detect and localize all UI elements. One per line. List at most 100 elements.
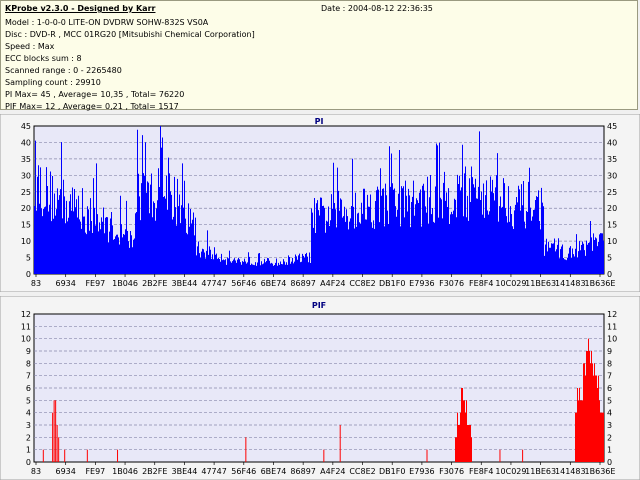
pif-ytick-right: 6: [607, 384, 612, 393]
pif-ytick-right: 12: [607, 310, 617, 319]
pif-chart: PIF 0 0 1 1 2 2 3 3 4 4 5 5 6 6 7 7 8 8 9 9 10 10 11 11 12 12 83 693…: [0, 296, 640, 480]
pif-stats-line: PIF Max= 12 , Average= 0,21 , Total= 151…: [5, 102, 179, 111]
pi-ytick-right: 5: [607, 254, 612, 263]
pi-xtick-label: 1B046: [112, 279, 138, 288]
pi-xtick-label: CC8E2: [349, 279, 375, 288]
pif-ytick-left: 6: [26, 384, 31, 393]
pi-xtick-label: 3BE44: [172, 279, 198, 288]
pif-ytick-left: 8: [26, 359, 31, 368]
pif-xtick-label: 3BE44: [172, 467, 198, 476]
pi-xtick-label: 6BE74: [261, 279, 287, 288]
pif-xtick-label: 56F46: [231, 467, 256, 476]
pif-ytick-right: 1: [607, 446, 612, 455]
pif-xtick-label: A4F24: [320, 467, 345, 476]
pif-xtick-label: 47747: [201, 467, 226, 476]
speed-line: Speed : Max: [5, 42, 55, 51]
pi-ytick-left: 0: [26, 270, 31, 279]
pif-ytick-left: 10: [21, 335, 31, 344]
pif-xtick-label: 1B636E: [585, 467, 616, 476]
pi-xtick-label: 83: [31, 279, 41, 288]
scanned-range-line: Scanned range : 0 - 2265480: [5, 66, 122, 75]
pi-ytick-left: 25: [21, 188, 31, 197]
pi-ytick-left: 20: [21, 204, 31, 213]
pif-title: PIF: [312, 301, 326, 310]
pi-xtick-label: FE8F4: [469, 279, 493, 288]
pi-ytick-left: 10: [21, 237, 31, 246]
pif-xtick-label: CC8E2: [349, 467, 375, 476]
ecc-blocks-line: ECC blocks sum : 8: [5, 54, 82, 63]
pi-xtick-label: A4F24: [320, 279, 345, 288]
sampling-count-line: Sampling count : 29910: [5, 78, 101, 87]
model-line: Model : 1-0-0-0 LITE-ON DVDRW SOHW-832S …: [5, 18, 209, 27]
pi-xtick-label: 141483: [555, 279, 586, 288]
pif-ytick-left: 2: [26, 433, 31, 442]
pi-ytick-right: 0: [607, 270, 612, 279]
pi-ytick-right: 10: [607, 237, 617, 246]
pi-xtick-label: 2B2FE: [142, 279, 167, 288]
pi-xtick-label: 86897: [290, 279, 315, 288]
pi-ytick-right: 25: [607, 188, 617, 197]
pi-svg: PI 0 0 5 5 10 10 15 15 20 20 25 25 30 30 35 35 40 40 45 45 83…: [0, 114, 640, 292]
pif-ytick-left: 11: [21, 322, 31, 331]
pif-xtick-label: E7936: [409, 467, 434, 476]
pif-ytick-right: 11: [607, 322, 617, 331]
pif-ytick-right: 0: [607, 458, 612, 467]
pi-ytick-left: 5: [26, 254, 31, 263]
pi-xtick-label: 1B636E: [585, 279, 616, 288]
pi-xtick-label: F3076: [439, 279, 464, 288]
pi-ytick-left: 35: [21, 155, 31, 164]
pif-xtick-label: 10C029: [495, 467, 526, 476]
pif-ytick-left: 9: [26, 347, 31, 356]
pif-xtick-label: 6934: [56, 467, 76, 476]
pi-xtick-label: DB1F0: [379, 279, 405, 288]
pif-ytick-right: 4: [607, 409, 612, 418]
pif-xtick-label: F3076: [439, 467, 464, 476]
pif-xtick-label: 2B2FE: [142, 467, 167, 476]
pif-xtick-label: 6BE74: [261, 467, 287, 476]
pif-ytick-right: 7: [607, 372, 612, 381]
pi-ytick-right: 40: [607, 138, 617, 147]
pif-ytick-right: 8: [607, 359, 612, 368]
pif-xtick-label: 11BE63: [525, 467, 556, 476]
pi-xtick-label: 10C029: [495, 279, 526, 288]
pi-xtick-label: 56F46: [231, 279, 256, 288]
pif-ytick-right: 9: [607, 347, 612, 356]
pi-xtick-label: 6934: [56, 279, 76, 288]
pif-ytick-left: 0: [26, 458, 31, 467]
app-title: KProbe v2.3.0 - Designed by Karr: [5, 4, 156, 13]
pif-ytick-right: 10: [607, 335, 617, 344]
pi-ytick-right: 35: [607, 155, 617, 164]
pi-ytick-right: 45: [607, 122, 617, 131]
pi-xtick-label: 11BE63: [525, 279, 556, 288]
pi-chart: PI 0 0 5 5 10 10 15 15 20 20 25 25 30 30 35 35 40 40 45 45 83…: [0, 114, 640, 292]
pif-ytick-left: 4: [26, 409, 31, 418]
pi-ytick-left: 45: [21, 122, 31, 131]
pi-xtick-label: 47747: [201, 279, 226, 288]
pif-xtick-label: 141483: [555, 467, 586, 476]
pif-xtick-label: FE97: [85, 467, 105, 476]
pi-xtick-label: FE97: [85, 279, 105, 288]
pif-ytick-left: 12: [21, 310, 31, 319]
pi-title: PI: [315, 117, 324, 126]
pi-stats-line: PI Max= 45 , Average= 10,35 , Total= 762…: [5, 90, 185, 99]
pif-ytick-left: 7: [26, 372, 31, 381]
pi-ytick-right: 15: [607, 221, 617, 230]
pi-ytick-left: 40: [21, 138, 31, 147]
pif-ytick-left: 3: [26, 421, 31, 430]
disc-line: Disc : DVD-R , MCC 01RG20 [Mitsubishi Ch…: [5, 30, 255, 39]
pi-ytick-right: 30: [607, 171, 617, 180]
pif-ytick-right: 3: [607, 421, 612, 430]
pif-xtick-label: 1B046: [112, 467, 138, 476]
pif-ytick-right: 2: [607, 433, 612, 442]
pif-xtick-label: 86897: [290, 467, 315, 476]
pif-ytick-left: 5: [26, 396, 31, 405]
pif-xtick-label: 83: [31, 467, 41, 476]
pi-ytick-left: 30: [21, 171, 31, 180]
pi-bars: [34, 126, 604, 274]
pif-xtick-label: DB1F0: [379, 467, 405, 476]
pif-ytick-right: 5: [607, 396, 612, 405]
pi-xtick-label: E7936: [409, 279, 434, 288]
pif-xtick-label: FE8F4: [469, 467, 493, 476]
pi-ytick-right: 20: [607, 204, 617, 213]
